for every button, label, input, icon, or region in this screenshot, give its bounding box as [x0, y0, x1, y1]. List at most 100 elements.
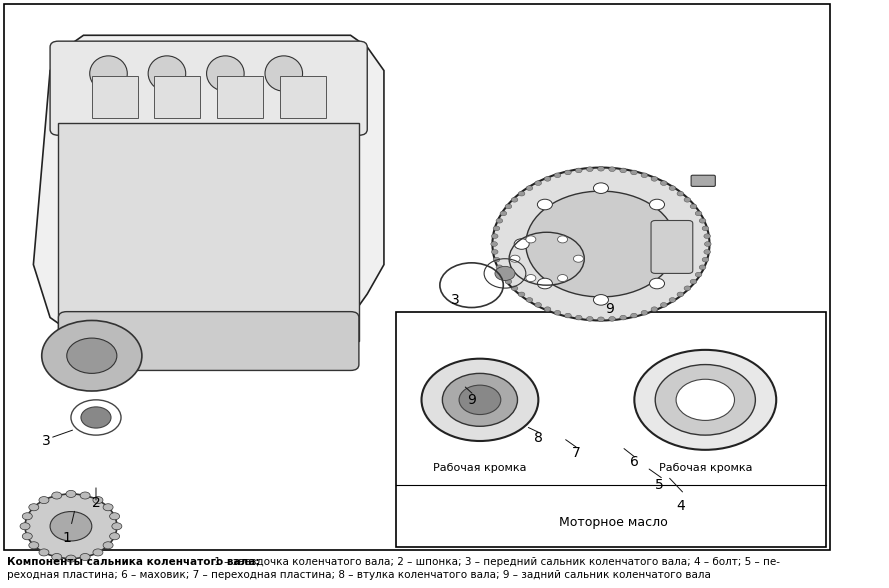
Circle shape — [514, 239, 529, 249]
Circle shape — [518, 191, 525, 196]
Circle shape — [641, 173, 648, 178]
Circle shape — [702, 226, 709, 230]
Circle shape — [544, 307, 551, 312]
Circle shape — [669, 186, 676, 191]
Circle shape — [575, 168, 582, 173]
Circle shape — [495, 266, 515, 280]
Circle shape — [695, 211, 702, 216]
Circle shape — [28, 504, 39, 511]
Ellipse shape — [265, 56, 302, 91]
Circle shape — [22, 513, 32, 520]
Circle shape — [673, 239, 688, 249]
Circle shape — [109, 533, 120, 540]
Circle shape — [493, 258, 500, 262]
Circle shape — [650, 278, 665, 289]
Circle shape — [492, 234, 498, 239]
Circle shape — [700, 218, 706, 223]
Circle shape — [565, 313, 572, 318]
Circle shape — [557, 236, 567, 243]
Circle shape — [443, 373, 517, 426]
Circle shape — [67, 338, 116, 373]
Circle shape — [677, 191, 684, 196]
Ellipse shape — [148, 56, 186, 91]
Circle shape — [655, 365, 756, 435]
Circle shape — [496, 265, 502, 270]
Circle shape — [620, 315, 627, 320]
Circle shape — [112, 523, 122, 530]
Circle shape — [22, 533, 32, 540]
Circle shape — [25, 494, 116, 559]
Circle shape — [526, 298, 533, 302]
Circle shape — [620, 168, 627, 173]
Circle shape — [684, 198, 691, 202]
Circle shape — [52, 492, 61, 499]
Circle shape — [676, 379, 734, 420]
Circle shape — [597, 166, 605, 171]
Circle shape — [594, 183, 608, 193]
Text: 8: 8 — [534, 431, 543, 445]
Circle shape — [704, 242, 711, 246]
Bar — [280, 76, 325, 118]
Text: 1: 1 — [62, 531, 71, 545]
Circle shape — [66, 490, 76, 497]
Text: 9: 9 — [605, 302, 613, 316]
Circle shape — [421, 359, 539, 441]
Circle shape — [700, 265, 706, 270]
Circle shape — [505, 279, 512, 284]
Circle shape — [526, 186, 533, 191]
Circle shape — [518, 292, 525, 297]
Circle shape — [573, 255, 583, 262]
Text: Рабочая кромка: Рабочая кромка — [433, 463, 526, 473]
Circle shape — [651, 176, 658, 181]
Circle shape — [587, 167, 593, 172]
Circle shape — [690, 279, 697, 284]
Ellipse shape — [206, 56, 244, 91]
Circle shape — [492, 249, 498, 254]
Circle shape — [630, 313, 637, 318]
Circle shape — [93, 497, 103, 504]
Bar — [92, 76, 138, 118]
FancyBboxPatch shape — [50, 41, 367, 135]
Circle shape — [661, 303, 667, 308]
Circle shape — [103, 542, 113, 549]
Circle shape — [39, 549, 49, 556]
Bar — [155, 76, 200, 118]
Circle shape — [704, 234, 710, 239]
Circle shape — [669, 298, 676, 302]
Circle shape — [537, 199, 552, 210]
Circle shape — [511, 198, 518, 202]
Circle shape — [505, 204, 512, 209]
FancyBboxPatch shape — [691, 175, 716, 186]
Text: Рабочая кромка: Рабочая кромка — [659, 463, 752, 473]
Circle shape — [50, 512, 92, 541]
Circle shape — [525, 191, 676, 297]
Circle shape — [575, 315, 582, 320]
Circle shape — [28, 542, 39, 549]
Bar — [396, 312, 826, 547]
Circle shape — [695, 272, 702, 277]
Circle shape — [535, 181, 541, 185]
Circle shape — [587, 316, 593, 321]
Circle shape — [704, 249, 710, 254]
Text: реходная пластина; 6 – маховик; 7 – переходная пластина; 8 – втулка коленчатого : реходная пластина; 6 – маховик; 7 – пере… — [7, 570, 710, 580]
Text: 1 – звездочка коленчатого вала; 2 – шпонка; 3 – передний сальник коленчатого вал: 1 – звездочка коленчатого вала; 2 – шпон… — [212, 557, 781, 567]
Circle shape — [661, 181, 667, 185]
Circle shape — [554, 173, 561, 178]
Circle shape — [459, 385, 501, 415]
Text: 2: 2 — [92, 496, 100, 510]
Circle shape — [42, 320, 142, 391]
Text: 9: 9 — [467, 393, 476, 407]
Circle shape — [496, 218, 502, 223]
Text: Компоненты сальника коленчатого вала:: Компоненты сальника коленчатого вала: — [7, 557, 260, 567]
Circle shape — [554, 310, 561, 315]
Text: 3: 3 — [42, 434, 51, 448]
Circle shape — [81, 407, 111, 428]
Circle shape — [109, 513, 120, 520]
Circle shape — [609, 167, 615, 172]
FancyBboxPatch shape — [651, 220, 693, 273]
Circle shape — [52, 553, 61, 560]
Circle shape — [565, 170, 572, 175]
Bar — [217, 76, 263, 118]
Text: 7: 7 — [572, 446, 581, 460]
Circle shape — [651, 307, 658, 312]
